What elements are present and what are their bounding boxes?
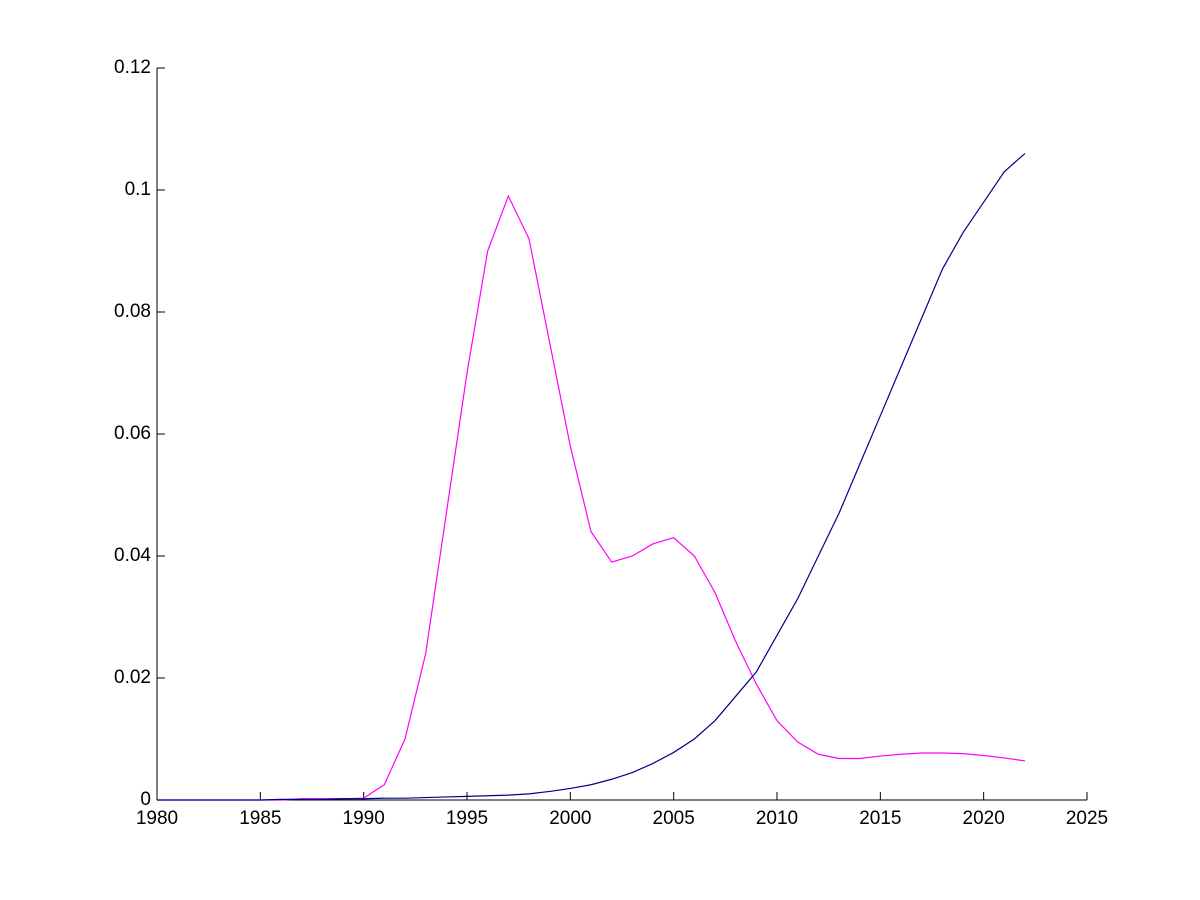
x-tick-label: 1985 (239, 808, 281, 829)
x-tick-label: 1995 (446, 808, 488, 829)
x-tick-label: 2000 (549, 808, 591, 829)
y-tick-label: 0.12 (114, 57, 151, 78)
x-tick-label: 2010 (756, 808, 798, 829)
y-tick-label: 0.02 (114, 667, 151, 688)
y-tick-label: 0 (140, 789, 151, 810)
x-tick-label: 2025 (1066, 808, 1108, 829)
y-tick-label: 0.04 (114, 545, 151, 566)
line (157, 152, 1026, 801)
y-tick-label: 0.1 (125, 179, 151, 200)
x-tick-label: 1980 (136, 808, 178, 829)
y-tick-label: 0.08 (114, 301, 151, 322)
x-tick-label: 1990 (343, 808, 385, 829)
x-tick-label: 2015 (859, 808, 901, 829)
line (157, 194, 1026, 801)
x-tick-label: 2005 (653, 808, 695, 829)
x-tick-label: 2020 (963, 808, 1005, 829)
y-tick-label: 0.06 (114, 423, 151, 444)
